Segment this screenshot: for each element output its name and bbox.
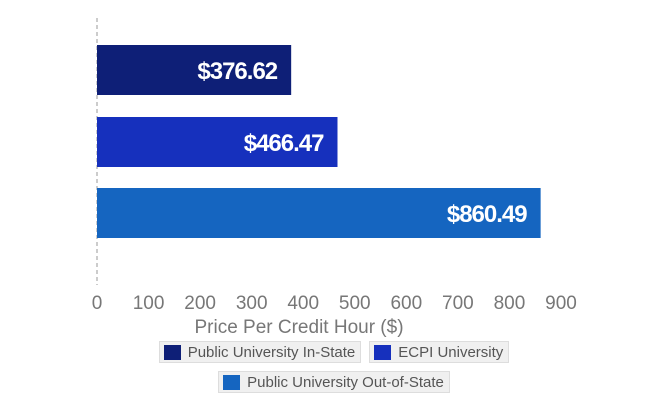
x-tick-label: 700 [442,293,474,314]
bar-0 [97,45,292,95]
bar-value-label: $376.62 [197,58,277,85]
x-axis-title: Price Per Credit Hour ($) [194,317,403,338]
bar-value-label: $466.47 [244,130,324,157]
x-tick-label: 900 [545,293,577,314]
legend-swatch [223,374,241,390]
legend-swatch [163,344,181,360]
legend-row-2: Public University Out-of-State [0,371,668,393]
bar-2 [97,188,541,238]
bar-value-label: $860.49 [447,201,527,228]
x-tick-label: 100 [133,293,165,314]
x-tick-label: 200 [184,293,216,314]
x-tick-label: 800 [494,293,526,314]
legend-label: Public University Out-of-State [247,373,444,391]
legend-label: ECPI University [398,343,504,361]
legend-swatch [374,344,392,360]
x-tick-label: 600 [390,293,422,314]
legend-row-1: Public University In-State ECPI Universi… [0,341,668,363]
x-tick-label: 300 [236,293,268,314]
legend-item-public-out-of-state: Public University Out-of-State [218,371,450,393]
legend-item-public-in-state: Public University In-State [158,341,362,363]
x-tick-label: 500 [339,293,371,314]
x-tick-label: 0 [92,293,103,314]
bar-1 [97,117,338,167]
x-tick-label: 400 [287,293,319,314]
legend-label: Public University In-State [187,343,356,361]
legend-item-ecpi: ECPI University [369,341,510,363]
bar-chart: $376.62 $466.47 $860.49 0 100 200 300 400 500 60… [92,18,577,338]
